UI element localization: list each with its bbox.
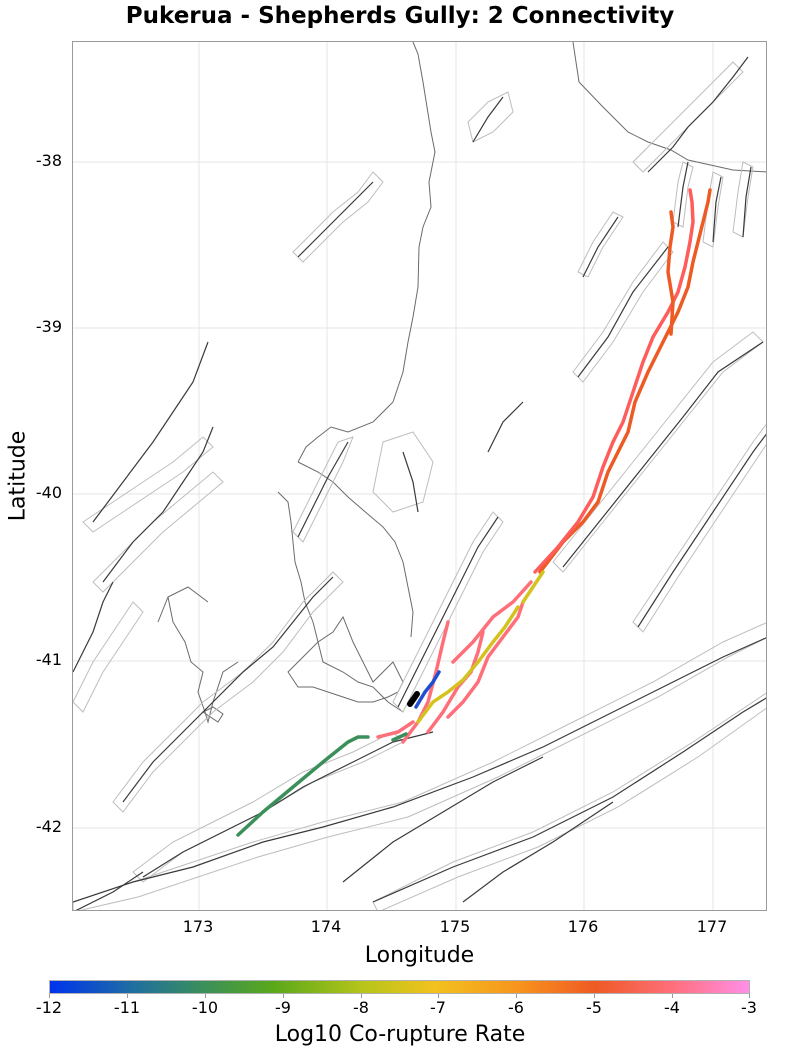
y-tick-label: -38 <box>35 151 62 170</box>
colorbar-tick-mark <box>749 994 750 998</box>
fault-patches <box>73 61 766 910</box>
colorbar-tick-label: -6 <box>508 998 524 1017</box>
colorbar-tick-mark <box>438 994 439 998</box>
colorbar-tick-label: -3 <box>741 998 757 1017</box>
colorbar-tick-label: -7 <box>430 998 446 1017</box>
colorbar-tick-mark <box>361 994 362 998</box>
colorbar-tick-mark <box>672 994 673 998</box>
y-tick-label: -40 <box>35 483 62 502</box>
coastline <box>157 42 766 724</box>
colorbar-tick-mark <box>205 994 206 998</box>
chart-title: Pukerua - Shepherds Gully: 2 Connectivit… <box>125 3 675 29</box>
corupture-faults <box>236 188 712 837</box>
colorbar-tick-label: -5 <box>586 998 602 1017</box>
x-tick-label: 173 <box>182 917 214 936</box>
map-plot-area <box>72 41 767 911</box>
colorbar-tick-label: -9 <box>275 998 291 1017</box>
colorbar-tick-mark <box>283 994 284 998</box>
colorbar-tick-label: -4 <box>664 998 680 1017</box>
y-axis-label: Latitude <box>5 430 31 522</box>
colorbar-tick-mark <box>127 994 128 998</box>
colorbar-label: Log10 Co-rupture Rate <box>274 1022 526 1047</box>
colorbar-tick-mark <box>516 994 517 998</box>
colorbar-tick-mark <box>594 994 595 998</box>
background-faults <box>73 56 766 910</box>
colorbar-tick-label: -11 <box>113 998 141 1017</box>
colorbar-tick-label: -8 <box>353 998 369 1017</box>
colorbar-tick-mark <box>49 994 50 998</box>
y-tick-label: -39 <box>35 317 62 336</box>
colorbar-tick-label: -12 <box>35 998 63 1017</box>
y-tick-label: -42 <box>35 817 62 836</box>
x-tick-label: 177 <box>696 917 728 936</box>
x-tick-label: 174 <box>310 917 342 936</box>
fault-map <box>73 42 766 910</box>
x-tick-label: 175 <box>439 917 471 936</box>
x-axis-label: Longitude <box>364 943 475 968</box>
x-tick-label: 176 <box>567 917 599 936</box>
y-tick-label: -41 <box>35 650 62 669</box>
colorbar-tick-label: -10 <box>191 998 219 1017</box>
colorbar <box>49 980 750 994</box>
